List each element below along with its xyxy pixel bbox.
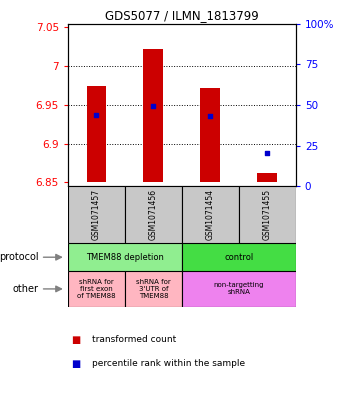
Text: non-targetting
shRNA: non-targetting shRNA (214, 283, 264, 296)
Text: percentile rank within the sample: percentile rank within the sample (92, 359, 245, 368)
Title: GDS5077 / ILMN_1813799: GDS5077 / ILMN_1813799 (105, 9, 259, 22)
Bar (257, 173, 277, 182)
Point (151, 103, 156, 110)
Point (94, 112, 99, 118)
Text: protocol: protocol (0, 252, 38, 262)
Text: ■: ■ (71, 335, 81, 345)
Point (208, 112, 213, 119)
Bar (182, 271, 296, 307)
Bar (68, 243, 182, 271)
Text: GSM1071457: GSM1071457 (92, 189, 101, 240)
Point (265, 150, 270, 156)
Bar (182, 243, 296, 271)
Text: GSM1071456: GSM1071456 (149, 189, 158, 240)
Bar (68, 271, 125, 307)
Text: other: other (12, 284, 38, 294)
Text: transformed count: transformed count (92, 336, 176, 344)
Text: GSM1071455: GSM1071455 (263, 189, 272, 240)
Bar (182, 186, 239, 243)
Bar (125, 186, 182, 243)
Text: GSM1071454: GSM1071454 (206, 189, 215, 240)
Bar (86, 86, 106, 182)
Text: shRNA for
first exon
of TMEM88: shRNA for first exon of TMEM88 (77, 279, 116, 299)
Bar (143, 49, 164, 182)
Bar (68, 186, 125, 243)
Text: ■: ■ (71, 358, 81, 369)
Bar (239, 186, 296, 243)
Bar (200, 88, 220, 182)
Text: TMEM88 depletion: TMEM88 depletion (86, 253, 164, 262)
Text: control: control (224, 253, 254, 262)
Text: shRNA for
3'UTR of
TMEM88: shRNA for 3'UTR of TMEM88 (136, 279, 171, 299)
Bar (125, 271, 182, 307)
